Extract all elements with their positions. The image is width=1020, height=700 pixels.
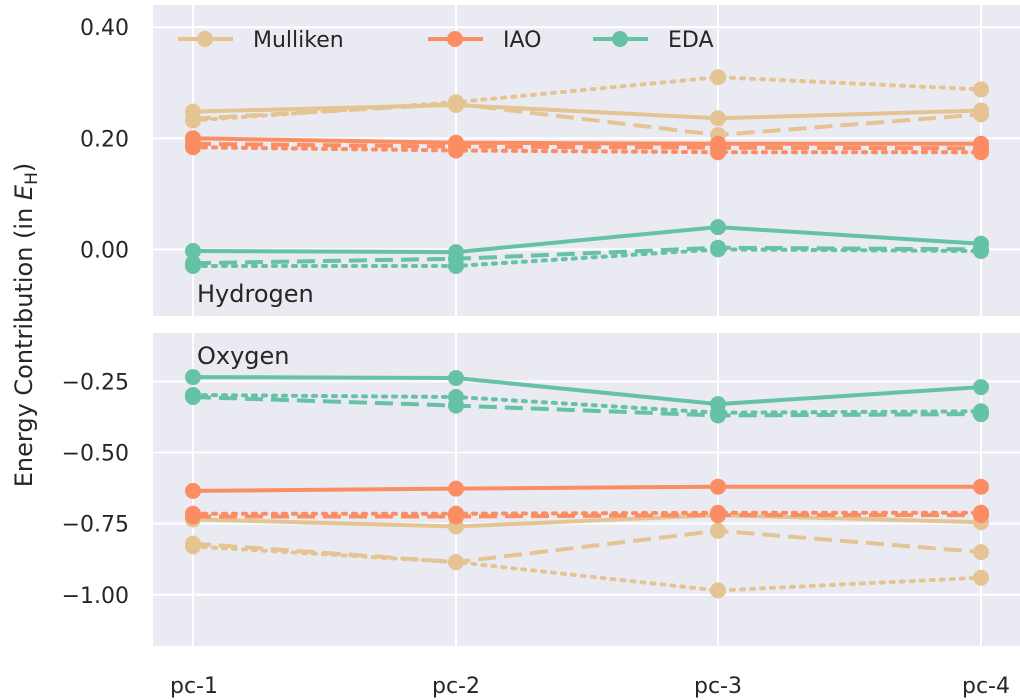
y-tick-label: −0.25 [62,370,129,395]
y-axis-label: Energy Contribution (in EH) [10,163,42,488]
series-line [192,245,982,266]
data-point [973,243,989,259]
x-tick-label: pc-1 [170,674,218,699]
y-tick-label: 0.00 [80,238,129,263]
data-point [448,505,464,522]
panel-hydrogen: 0.00 0.20 0.40 Hydrogen [80,5,1020,316]
series-eda-dotted [185,241,989,274]
y-tick-label: 0.40 [80,16,129,41]
data-point [710,504,726,521]
legend-marker [447,31,463,47]
series-line [192,375,982,407]
series-line [192,484,981,493]
data-point [710,404,726,421]
data-point [710,144,726,161]
series-eda-solid [185,369,989,413]
legend-marker [197,31,213,47]
series-mulliken-dotted [185,538,989,599]
series-eda-dotted [185,387,989,421]
data-point [185,112,201,129]
data-point [973,478,989,495]
legend-entry-mulliken: Mulliken [178,28,344,53]
data-point [973,379,989,396]
series-line [192,225,982,255]
series-line [193,513,981,519]
y-tick-label: 0.20 [80,127,129,152]
x-tick-label: pc-3 [694,674,742,699]
data-point [973,106,989,123]
plot-area [153,5,1020,316]
series-line [192,513,982,529]
panel-oxygen: −0.25 −0.50 −0.75 −1.00 Oxygen [62,333,1020,646]
data-point [710,582,726,599]
legend-label: EDA [668,28,714,53]
data-point [448,480,464,497]
data-point [185,258,201,274]
series-line [191,145,983,155]
y-tick-label: −1.00 [62,584,129,609]
y-tick-label: −0.50 [62,442,129,467]
data-point [185,482,201,499]
data-point [973,144,989,161]
series-line [192,141,982,151]
data-point [448,370,464,386]
x-tick-label: pc-4 [962,674,1010,699]
data-point [973,504,989,521]
series-line [191,247,983,268]
legend-entry-iao: IAO [428,28,541,53]
data-point [710,241,726,258]
data-point [710,522,726,539]
data-point [973,544,989,561]
data-point [973,403,989,420]
data-point [973,569,989,586]
legend: Mulliken IAO EDA [178,28,714,53]
data-point [448,142,464,159]
series-line [191,544,983,593]
series-line [191,393,983,415]
series-line [191,75,983,123]
x-tick-label: pc-2 [432,674,480,699]
series-line [192,136,981,146]
data-point [448,258,464,274]
legend-entry-eda: EDA [593,28,714,53]
data-point [185,387,201,403]
y-tick-label: −0.75 [62,513,129,538]
data-point [185,139,201,156]
series-iao-dotted [185,504,989,522]
data-point [710,478,726,495]
legend-label: Mulliken [253,28,344,53]
data-point [710,69,726,86]
legend-label: IAO [503,28,541,53]
data-point [448,389,464,405]
panel-label: Hydrogen [197,280,314,308]
panel-label: Oxygen [197,342,290,370]
legend-marker [612,31,628,47]
data-point [185,538,201,555]
series-iao-dotted [185,139,989,161]
data-point [185,369,201,386]
data-point [185,505,201,522]
data-point [710,219,726,236]
data-point [973,81,989,98]
series-line [191,510,983,516]
series-line [192,102,982,121]
series-mulliken-dotted [185,69,989,129]
series-line [192,395,982,418]
series-iao-solid [185,478,989,499]
data-point [710,110,726,127]
data-point [185,243,201,259]
data-point [448,554,464,571]
data-point [448,94,464,111]
